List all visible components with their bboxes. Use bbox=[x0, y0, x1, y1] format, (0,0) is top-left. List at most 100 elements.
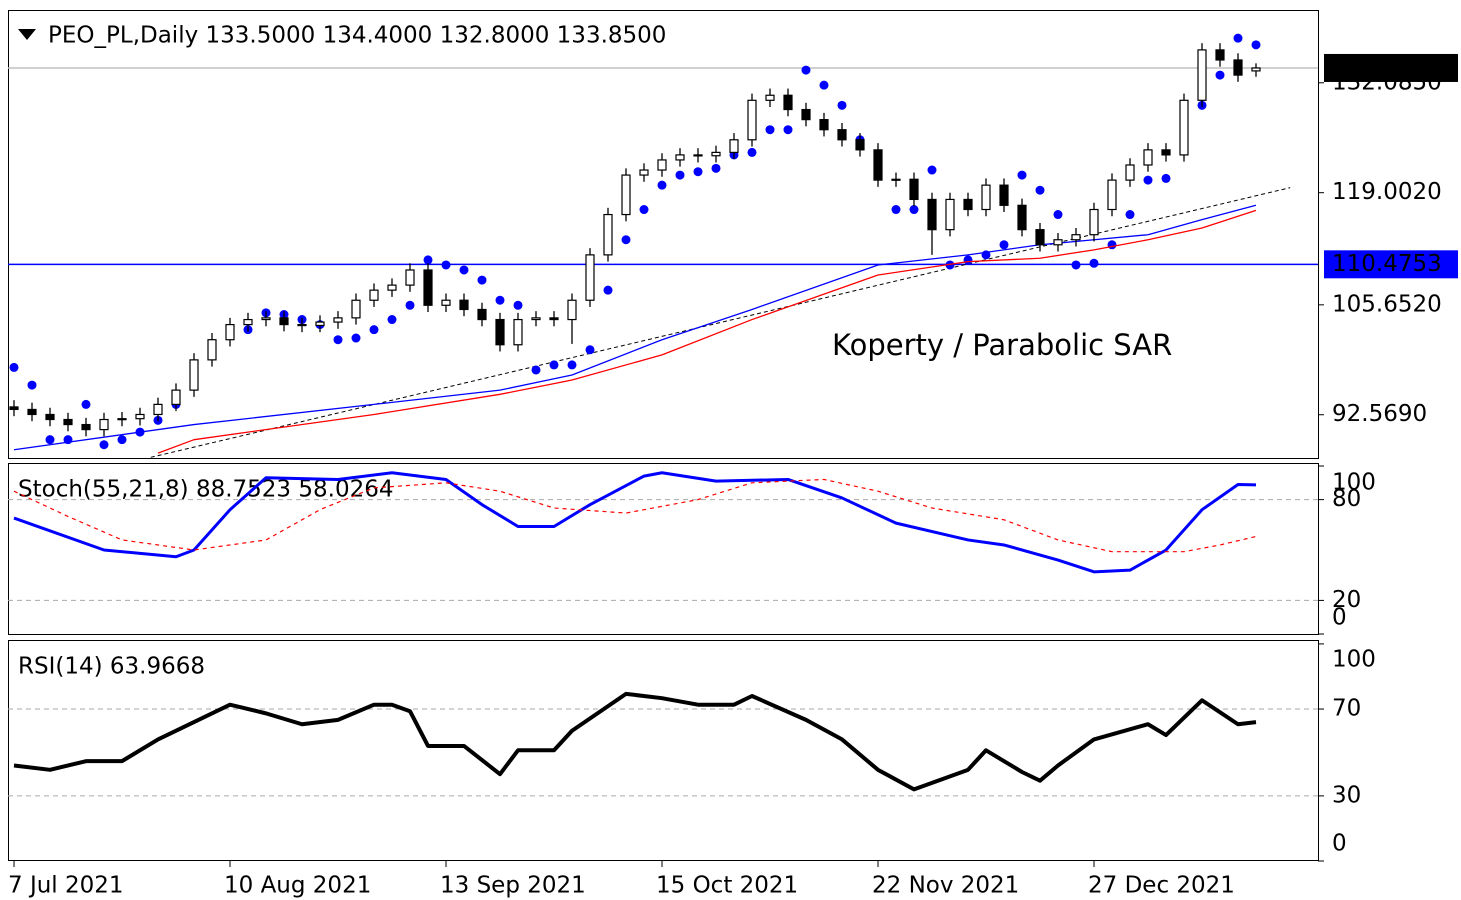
y-tick-label: 20 bbox=[1332, 587, 1361, 613]
price-label: 133.8500 bbox=[1332, 54, 1442, 80]
sar-dot bbox=[1215, 70, 1225, 80]
candle-body bbox=[99, 418, 109, 431]
sar-dot bbox=[585, 345, 595, 355]
indicator-line bbox=[13, 471, 1257, 574]
sar-dot bbox=[99, 440, 109, 450]
annotation: Koperty / Parabolic SAR bbox=[832, 328, 1172, 362]
candle-body bbox=[297, 323, 307, 327]
sar-dot bbox=[675, 170, 685, 180]
candle-body bbox=[855, 139, 865, 151]
candle-body bbox=[1215, 49, 1225, 61]
sar-dot bbox=[1089, 258, 1099, 268]
sar-dot bbox=[27, 380, 37, 390]
y-tick-label: 0 bbox=[1332, 831, 1347, 857]
candle-body bbox=[189, 359, 199, 391]
rsi-title: RSI(14) 63.9668 bbox=[18, 654, 205, 680]
candle-body bbox=[1179, 99, 1189, 156]
y-tick-label: 80 bbox=[1332, 486, 1361, 512]
sar-dot bbox=[603, 285, 613, 295]
candle-body bbox=[891, 178, 901, 181]
x-tick-label: 13 Sep 2021 bbox=[440, 873, 586, 899]
indicator-line bbox=[13, 478, 1257, 553]
sar-dot bbox=[1143, 175, 1153, 185]
candle-body bbox=[621, 174, 631, 216]
candle-body bbox=[747, 99, 757, 141]
candle-body bbox=[927, 198, 937, 231]
x-tick-label: 7 Jul 2021 bbox=[8, 873, 124, 899]
candle-body bbox=[1251, 67, 1261, 72]
sar-dot bbox=[945, 260, 955, 270]
candle-body bbox=[27, 408, 37, 416]
candle-body bbox=[639, 169, 649, 176]
sar-dot bbox=[801, 65, 811, 75]
sar-dot bbox=[495, 295, 505, 305]
candle-body bbox=[873, 149, 883, 181]
candle-body bbox=[9, 406, 19, 411]
candle-body bbox=[837, 129, 847, 141]
sar-dot bbox=[117, 435, 127, 445]
sar-dot bbox=[1071, 260, 1081, 270]
candle-body bbox=[477, 308, 487, 321]
candle-body bbox=[225, 323, 235, 341]
candle-body bbox=[783, 94, 793, 111]
sar-dot bbox=[513, 300, 523, 310]
sar-dot bbox=[333, 335, 343, 345]
candle-body bbox=[1071, 234, 1081, 241]
price-box bbox=[1324, 53, 1458, 82]
candle-body bbox=[585, 254, 595, 301]
sar-dot bbox=[711, 163, 721, 173]
candle-body bbox=[81, 423, 91, 431]
trendline bbox=[150, 187, 1291, 458]
candle-body bbox=[711, 151, 721, 157]
x-tick-label: 27 Dec 2021 bbox=[1088, 873, 1235, 899]
price-label: 110.4753 bbox=[1332, 251, 1442, 277]
stoch-title: Stoch(55,21,8) 88.7523 58.0264 bbox=[18, 477, 394, 503]
y-tick-label: 70 bbox=[1332, 696, 1361, 722]
sar-dot bbox=[927, 165, 937, 175]
sar-dot bbox=[1251, 40, 1261, 50]
sar-dot bbox=[909, 205, 919, 215]
sar-dot bbox=[747, 147, 757, 157]
sar-dot bbox=[387, 315, 397, 325]
candle-body bbox=[45, 413, 55, 421]
indicator-line bbox=[157, 209, 1257, 454]
sar-dot bbox=[1125, 210, 1135, 220]
stoch-panel bbox=[8, 463, 1319, 635]
candle-body bbox=[531, 317, 541, 321]
sar-dot bbox=[621, 235, 631, 245]
sar-dot bbox=[1107, 240, 1117, 250]
indicator-line bbox=[13, 204, 1257, 451]
candle-body bbox=[1053, 239, 1063, 246]
candle-body bbox=[63, 418, 73, 426]
y-tick-label: 92.5690 bbox=[1332, 401, 1427, 427]
candle-body bbox=[153, 403, 163, 416]
candle-body bbox=[603, 213, 613, 256]
candle-body bbox=[1089, 208, 1099, 236]
sar-dot bbox=[549, 360, 559, 370]
candle-body bbox=[729, 139, 739, 153]
y-tick-label: 119.0020 bbox=[1332, 179, 1442, 205]
sar-dot bbox=[1161, 173, 1171, 183]
sar-dot bbox=[963, 255, 973, 265]
candle-body bbox=[1161, 149, 1171, 156]
candle-body bbox=[495, 318, 505, 346]
sar-dot bbox=[639, 205, 649, 215]
y-tick-label: 100 bbox=[1332, 647, 1376, 673]
candle-body bbox=[333, 317, 343, 323]
y-tick-label: 0 bbox=[1332, 605, 1347, 631]
sar-dot bbox=[1233, 33, 1243, 43]
candle-body bbox=[207, 339, 217, 361]
candle-body bbox=[693, 154, 703, 157]
x-tick-label: 10 Aug 2021 bbox=[224, 873, 371, 899]
candle-body bbox=[981, 184, 991, 211]
sar-dot bbox=[783, 125, 793, 135]
candle-body bbox=[675, 154, 685, 161]
sar-dot bbox=[9, 362, 19, 372]
sar-dot bbox=[765, 125, 775, 135]
candle-body bbox=[1197, 49, 1207, 101]
sar-dot bbox=[81, 399, 91, 409]
candle-body bbox=[549, 317, 559, 321]
indicator-line bbox=[13, 691, 1257, 792]
sar-dot bbox=[423, 255, 433, 265]
candle-body bbox=[315, 321, 325, 327]
